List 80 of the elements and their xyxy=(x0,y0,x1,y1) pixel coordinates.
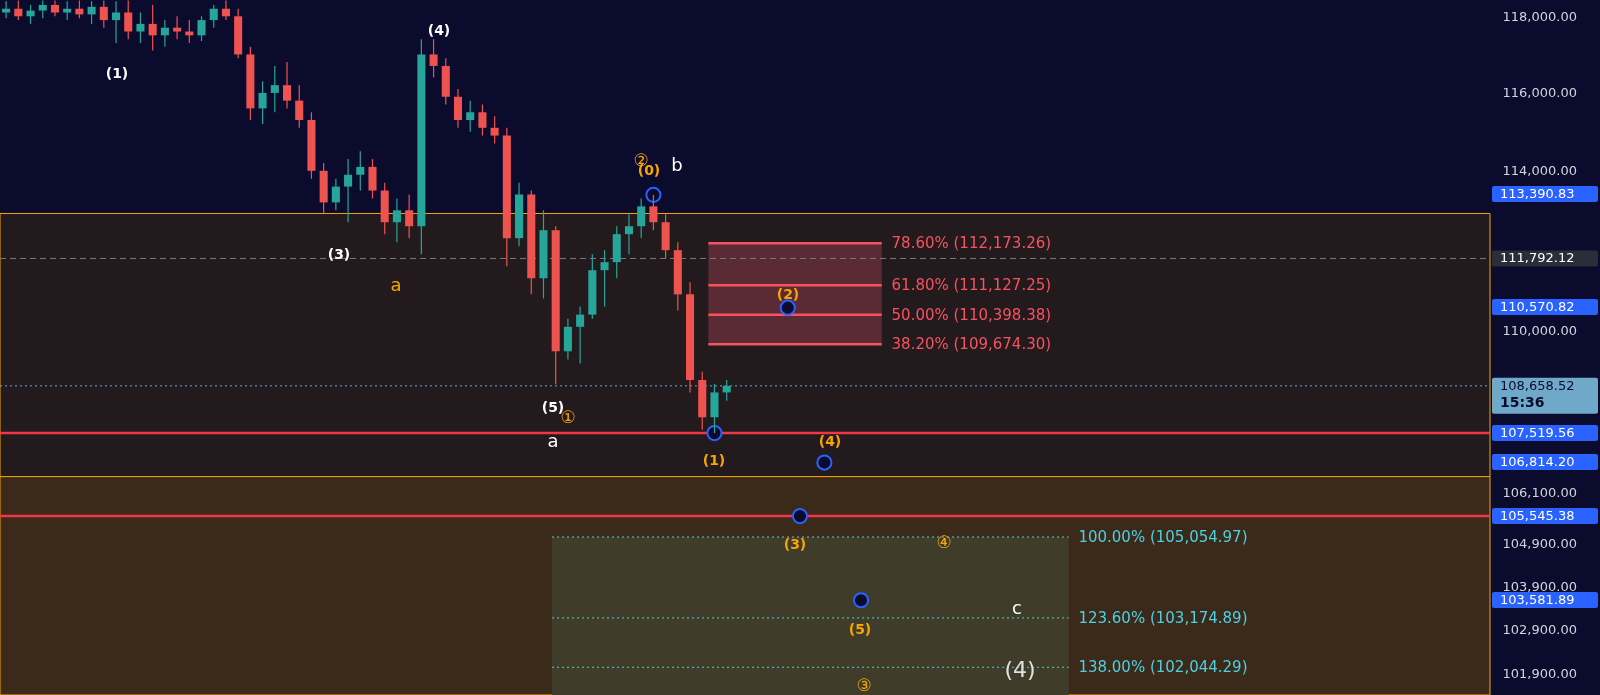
y-tick-label: 101,900.00 xyxy=(1502,666,1577,682)
candlestick xyxy=(295,84,304,129)
text: 103,581.89 xyxy=(1500,592,1575,607)
y-tick-label: 103,900.00 xyxy=(1502,579,1577,595)
ref-line-label: 107,519.56 xyxy=(1500,425,1575,441)
candlestick xyxy=(209,4,218,29)
candlestick xyxy=(14,0,23,21)
ref-line-label: 108,658.52 xyxy=(1500,377,1575,393)
annotation: ④ xyxy=(936,532,952,552)
candlestick xyxy=(221,0,230,21)
candlestick xyxy=(392,197,401,243)
ref-line-label: 123.60% (103,174.89) xyxy=(1078,608,1248,627)
y-tick-label: 118,000.00 xyxy=(1502,8,1577,24)
ref-line-label: 50.00% (110,398.38) xyxy=(891,305,1052,324)
candlestick xyxy=(453,88,463,129)
y-tick-label: 116,000.00 xyxy=(1502,85,1577,101)
annotation: (5) xyxy=(848,621,872,637)
candlestick xyxy=(344,158,353,223)
candlestick xyxy=(637,197,646,239)
candlestick xyxy=(160,19,169,48)
candlestick xyxy=(197,15,206,42)
candlestick xyxy=(173,15,182,40)
point xyxy=(816,454,833,471)
annotation: (2) xyxy=(776,286,800,302)
candlestick xyxy=(99,0,108,29)
ref-line-label: 100.00% (105,054.97) xyxy=(1078,527,1248,546)
annotation: (4) xyxy=(818,433,842,449)
y-tick-label: 106,100.00 xyxy=(1502,485,1577,501)
text: 110,570.82 xyxy=(1500,299,1575,314)
candlestick xyxy=(111,0,121,44)
annotation: (1) xyxy=(702,452,726,468)
candlestick xyxy=(478,103,487,137)
annotation: a xyxy=(390,274,402,295)
candlestick xyxy=(270,65,279,113)
candlestick xyxy=(63,0,72,21)
y-tick-label: 110,000.00 xyxy=(1502,323,1577,339)
ref-line-label: 111,792.12 xyxy=(1500,250,1575,266)
point xyxy=(791,508,809,525)
candlestick xyxy=(405,193,414,239)
annotation: (4) xyxy=(427,22,451,38)
y-tick-label: 114,000.00 xyxy=(1502,163,1577,179)
text: 106,814.20 xyxy=(1500,454,1575,469)
candlestick xyxy=(331,178,340,211)
annotation: (4) xyxy=(1004,657,1036,682)
candlestick xyxy=(466,100,475,133)
candlestick xyxy=(136,11,145,44)
candlestick xyxy=(148,4,157,52)
annotation: a xyxy=(547,430,559,451)
candlestick xyxy=(368,158,377,200)
candlestick xyxy=(600,249,609,308)
ref-line-label: 61.80% (111,127.25) xyxy=(891,276,1052,295)
candlestick xyxy=(722,379,731,402)
candlestick xyxy=(87,0,96,25)
annotation: (3) xyxy=(783,536,807,552)
candlestick xyxy=(356,150,365,192)
candlestick xyxy=(649,194,658,231)
point xyxy=(852,592,870,609)
annotation: (3) xyxy=(327,246,351,262)
text: 113,390.83 xyxy=(1500,186,1575,201)
candlestick xyxy=(124,0,133,40)
ref-line-label: 38.20% (109,674.30) xyxy=(891,335,1052,354)
candlestick xyxy=(624,213,634,255)
candlestick xyxy=(429,38,438,79)
candlestick xyxy=(2,0,11,19)
ref-line-label: 78.60% (112,173.26) xyxy=(891,234,1052,253)
candlestick xyxy=(282,61,292,109)
y-tick-label: 104,900.00 xyxy=(1502,536,1577,552)
annotation: ③ xyxy=(856,675,872,695)
point xyxy=(706,425,723,442)
candlestick xyxy=(490,115,499,144)
annotation: b xyxy=(671,154,683,175)
candlestick xyxy=(258,80,267,125)
ref-line-label: 105,545.38 xyxy=(1500,508,1575,524)
y-tick-label: 102,900.00 xyxy=(1502,622,1577,638)
text: 15:36 xyxy=(1500,394,1545,410)
ref-line-label: 138.00% (102,044.29) xyxy=(1078,658,1248,677)
annotation: c xyxy=(1012,597,1022,618)
annotation: (1) xyxy=(105,65,129,81)
candlestick xyxy=(576,305,585,365)
point xyxy=(645,186,662,203)
